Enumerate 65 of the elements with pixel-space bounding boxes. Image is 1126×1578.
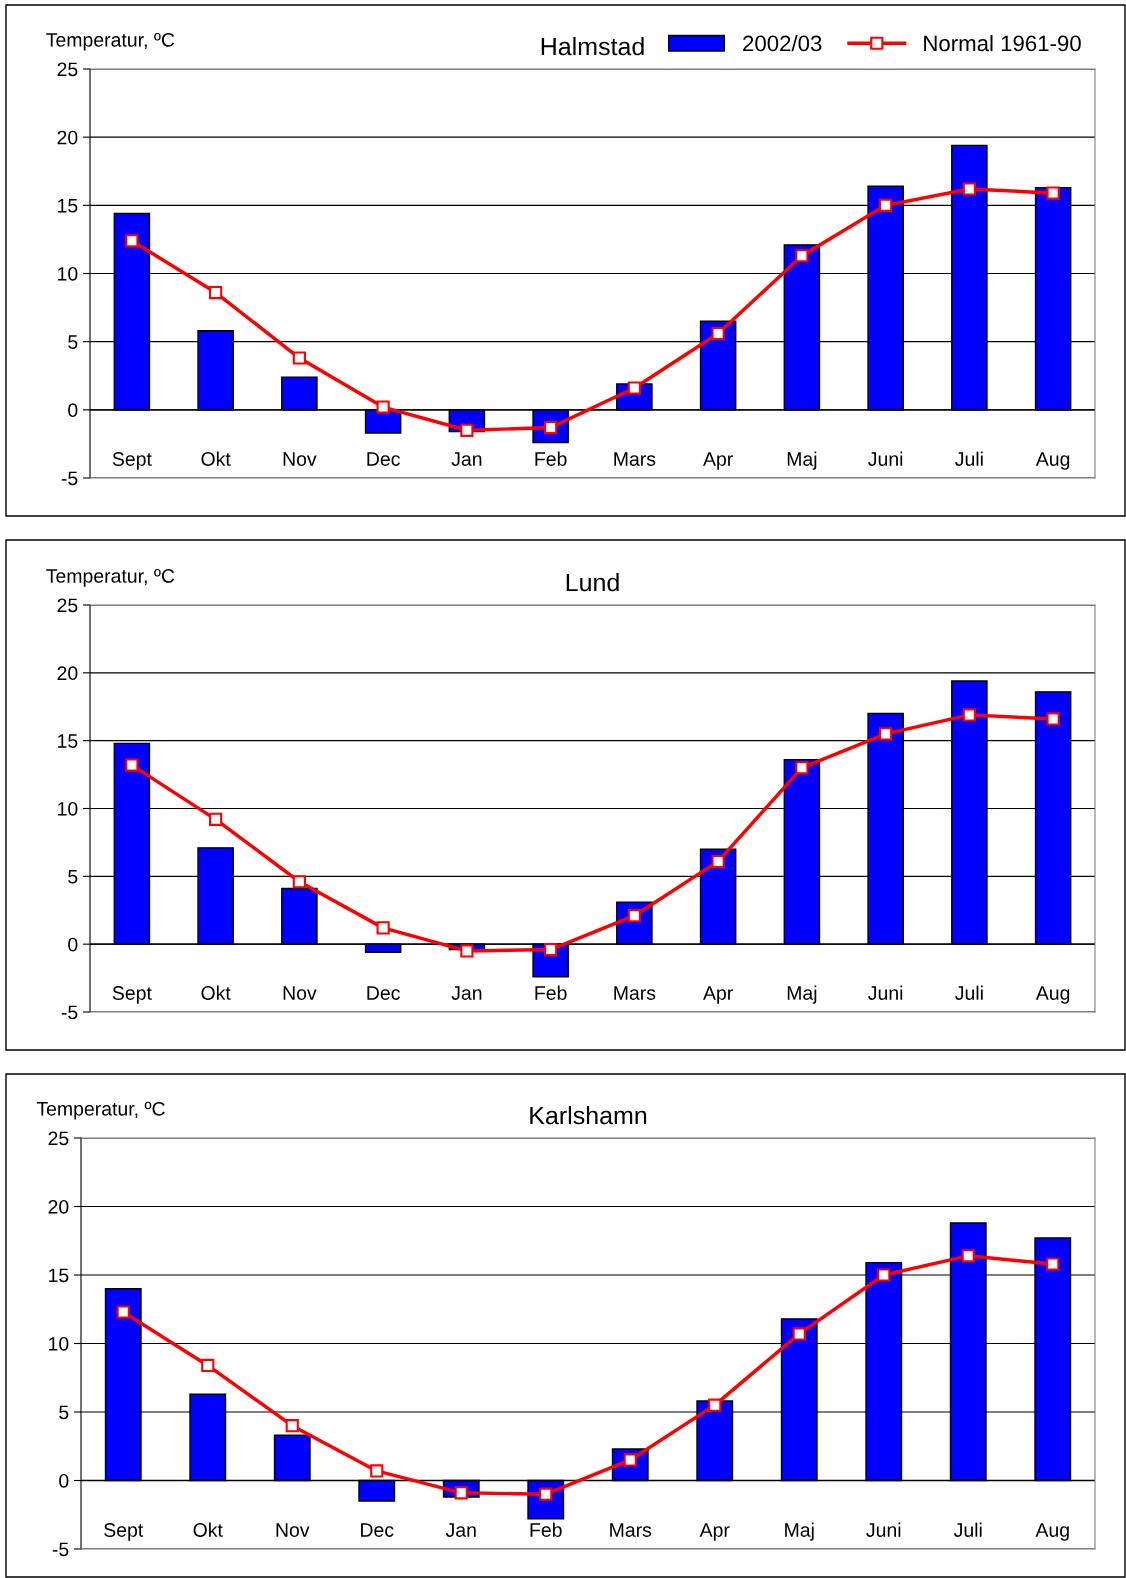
x-tick-label: Jan: [451, 452, 482, 466]
y-tick-label: 0: [68, 937, 78, 952]
x-tick-label: Mars: [614, 452, 656, 466]
x-tick-label: Juni: [868, 451, 903, 466]
y-tick-label: 10: [58, 266, 78, 281]
x-tick-label: Juni: [868, 985, 903, 1000]
y-tick-label: 15: [58, 199, 78, 213]
y-tick-label: 15: [49, 1268, 69, 1283]
x-tick-label: Maj: [787, 451, 817, 470]
x-tick-label: Nov: [283, 452, 317, 466]
x-tick-label: Nov: [276, 1523, 310, 1537]
x-tick-label: Dec: [367, 452, 400, 466]
x-tick-label: Sept: [112, 986, 152, 1004]
y-axis-title: Temperatur, ºC: [36, 1101, 165, 1120]
legend-label: 2002/03: [743, 34, 822, 52]
y-tick-label: 10: [58, 801, 78, 816]
x-tick-label: Sept: [104, 1523, 144, 1541]
y-tick-label: 25: [57, 598, 78, 613]
x-tick-label: Aug: [1035, 1523, 1069, 1541]
x-tick-label: Sept: [112, 452, 152, 470]
x-tick-label: Juli: [953, 1522, 982, 1537]
x-tick-label: Okt: [193, 1522, 223, 1537]
x-tick-label: Jan: [445, 1523, 476, 1537]
y-tick-label: 5: [68, 870, 78, 884]
y-tick-label: 20: [57, 130, 78, 145]
y-tick-label: -5: [61, 1005, 78, 1020]
y-tick-label: 5: [59, 1405, 69, 1420]
x-tick-label: Apr: [703, 986, 733, 1004]
x-tick-label: Mars: [610, 1523, 652, 1537]
y-tick-label: -5: [52, 1542, 69, 1557]
x-tick-label: Apr: [699, 1523, 730, 1541]
x-tick-label: Mars: [614, 986, 656, 1000]
x-tick-label: Jan: [451, 986, 482, 1000]
x-tick-label: Feb: [535, 985, 567, 1000]
x-tick-label: Dec: [367, 986, 400, 1000]
x-tick-label: Juni: [866, 1522, 901, 1537]
chart-title: Karlshamn: [530, 1105, 647, 1125]
y-tick-label: 20: [57, 666, 78, 681]
x-tick-label: Juli: [955, 985, 983, 1000]
y-tick-label: 5: [68, 335, 78, 349]
y-tick-label: 0: [68, 403, 78, 418]
y-tick-label: 10: [49, 1336, 69, 1351]
x-tick-label: Aug: [1035, 452, 1070, 470]
y-tick-label: 0: [59, 1473, 69, 1488]
y-tick-label: 15: [58, 734, 78, 748]
x-tick-label: Dec: [361, 1523, 394, 1537]
x-tick-label: Juli: [955, 451, 983, 466]
y-axis-title: Temperatur, ºC: [46, 569, 175, 587]
y-tick-label: 20: [48, 1199, 69, 1214]
x-tick-label: Feb: [530, 1522, 562, 1537]
legend-label: Normal 1961-90: [924, 34, 1081, 52]
y-axis-title: Temperatur, ºC: [46, 32, 175, 51]
x-tick-label: Apr: [703, 452, 733, 470]
chart-title: Lund: [566, 572, 619, 592]
x-tick-label: Nov: [283, 986, 317, 1000]
x-tick-label: Feb: [535, 451, 567, 466]
y-tick-label: -5: [61, 471, 78, 486]
y-tick-label: 25: [57, 62, 78, 77]
x-tick-label: Okt: [201, 451, 231, 466]
x-tick-label: Aug: [1035, 986, 1070, 1004]
chart-title: Halmstad: [541, 36, 644, 56]
x-tick-label: Okt: [201, 985, 231, 1000]
x-tick-label: Maj: [785, 1522, 814, 1541]
y-tick-label: 25: [48, 1131, 69, 1146]
x-tick-label: Maj: [787, 985, 817, 1004]
